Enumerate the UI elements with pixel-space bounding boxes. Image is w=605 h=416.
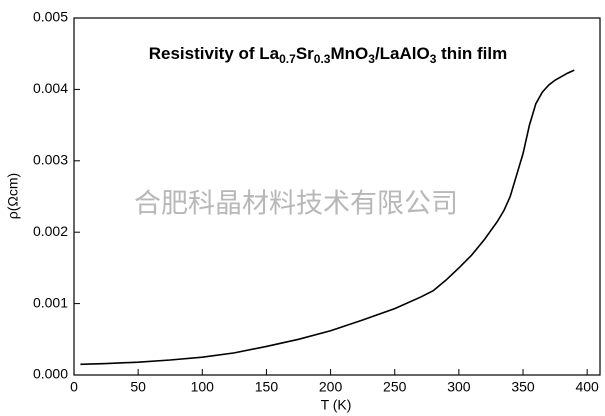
title-segment: Resistivity of La — [149, 44, 280, 63]
x-tick-label: 150 — [255, 379, 279, 395]
data-line — [80, 69, 575, 366]
plot-frame — [73, 17, 601, 376]
x-tick-label: 400 — [575, 379, 599, 395]
title-segment: MnO — [330, 44, 368, 63]
x-tick-label: 300 — [447, 379, 471, 395]
y-tick-label: 0.003 — [33, 152, 68, 168]
x-axis-label: T (K) — [321, 397, 352, 413]
x-tick-label: 250 — [383, 379, 407, 395]
chart-title: Resistivity of La0.7Sr0.3MnO3/LaAlO3 thi… — [149, 44, 508, 66]
title-segment: /LaAlO — [375, 44, 430, 63]
y-axis-label: ρ(Ωcm) — [5, 173, 21, 219]
title-segment: 3 — [368, 52, 375, 66]
y-tick-label: 0.002 — [33, 223, 68, 239]
x-tick-label: 200 — [319, 379, 343, 395]
y-tick-label: 0.005 — [33, 9, 68, 25]
title-segment: 0.3 — [314, 52, 331, 66]
x-tick-label: 0 — [70, 379, 78, 395]
x-tick-label: 100 — [191, 379, 215, 395]
title-segment: Sr — [296, 44, 314, 63]
x-tick-label: 350 — [511, 379, 535, 395]
y-tick-label: 0.001 — [33, 294, 68, 310]
title-segment: 0.7 — [279, 52, 296, 66]
title-segment: thin film — [436, 44, 507, 63]
title-segment: 3 — [430, 52, 437, 66]
watermark: 合肥科晶材料技术有限公司 — [134, 189, 458, 220]
x-tick-label: 50 — [130, 379, 146, 395]
y-tick-label: 0.004 — [33, 80, 68, 96]
y-tick-label: 0.000 — [33, 366, 68, 382]
